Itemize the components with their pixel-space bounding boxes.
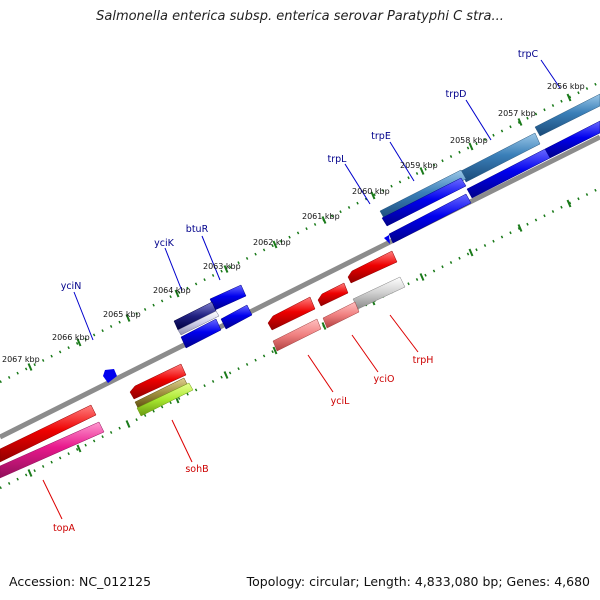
forward-label-leaders [73, 59, 561, 341]
reverse-strand [0, 250, 406, 479]
gene-yciO-pale[interactable] [322, 301, 360, 329]
label-trpH[interactable]: trpH [413, 355, 434, 366]
label-trpL[interactable]: trpL [328, 154, 348, 165]
genome-backbone [0, 134, 600, 440]
gene-trpH[interactable] [347, 250, 398, 284]
kbp-label: 2061 kbp [302, 212, 340, 221]
gene-btuR[interactable] [209, 284, 247, 311]
kbp-label: 2058 kbp [450, 136, 488, 145]
outer-major-tick [370, 191, 376, 200]
gene-btuR-2[interactable] [220, 304, 253, 330]
label-trpD[interactable]: trpD [446, 89, 467, 100]
kbp-label: 2064 kbp [153, 286, 191, 295]
kbp-label: 2056 kbp [547, 82, 585, 91]
outer-major-tick [76, 338, 82, 347]
label-sohB[interactable]: sohB [185, 464, 208, 475]
kbp-scale-labels: 2056 kbp 2057 kbp 2058 kbp 2059 kbp 2060… [2, 82, 585, 364]
reverse-label-leaders [42, 314, 419, 520]
kbp-label: 2063 kbp [203, 262, 241, 271]
kbp-label: 2065 kbp [103, 310, 141, 319]
genome-summary: Topology: circular; Length: 4,833,080 bp… [246, 574, 590, 589]
gene-sohB-lime[interactable] [136, 382, 194, 417]
label-yciO[interactable]: yciO [374, 374, 395, 385]
outer-major-tick [468, 142, 474, 151]
label-yciK[interactable]: yciK [154, 238, 174, 249]
kbp-label: 2067 kbp [2, 355, 40, 364]
kbp-label: 2059 kbp [400, 161, 438, 170]
outer-major-tick [27, 363, 33, 371]
label-trpE[interactable]: trpE [371, 131, 391, 142]
label-topA[interactable]: topA [53, 523, 76, 534]
inner-major-tick [517, 224, 523, 232]
gene-yciL-pale[interactable] [272, 318, 322, 352]
inner-major-tick [76, 444, 82, 453]
outer-major-tick [566, 93, 572, 102]
gene-trpD-lower[interactable] [388, 193, 472, 244]
gene-trpE-cds[interactable] [381, 177, 467, 227]
outer-major-tick [272, 240, 278, 249]
inner-major-tick [272, 346, 278, 355]
gene-trpC[interactable] [534, 93, 600, 137]
outer-major-tick [174, 289, 180, 298]
map-title: Salmonella enterica subsp. enterica sero… [96, 9, 504, 24]
gene-yciK-pale[interactable] [177, 310, 220, 336]
gene-topA-pink[interactable] [0, 421, 105, 479]
forward-gene-labels: trpC trpD trpE trpL btuR yciK yciN [61, 49, 539, 292]
inner-major-tick [566, 199, 572, 208]
gene-sohB[interactable] [129, 363, 187, 400]
kbp-label: 2057 kbp [498, 109, 536, 118]
outer-major-tick [419, 167, 425, 175]
label-yciL[interactable]: yciL [331, 396, 350, 407]
kbp-label: 2060 kbp [352, 187, 390, 196]
forward-strand [103, 93, 600, 383]
inner-major-tick [321, 322, 327, 330]
gene-yciL[interactable] [267, 296, 316, 331]
gene-yciO[interactable] [317, 282, 349, 307]
accession-label: Accession: NC_012125 [9, 574, 152, 589]
reverse-gene-labels: trpH yciO yciL sohB topA [53, 355, 433, 534]
inner-major-tick [468, 248, 474, 257]
label-yciN[interactable]: yciN [61, 281, 82, 292]
label-btuR[interactable]: btuR [186, 224, 209, 235]
label-trpC[interactable]: trpC [518, 49, 539, 60]
outer-major-tick [321, 216, 327, 224]
gene-trpL[interactable] [384, 235, 390, 244]
inner-major-tick [27, 469, 33, 477]
inner-major-tick [125, 420, 131, 428]
gene-topA[interactable] [0, 404, 97, 463]
gene-yciK-cds[interactable] [180, 318, 222, 349]
outer-major-tick [223, 265, 229, 273]
kbp-label: 2062 kbp [253, 238, 291, 247]
gene-trpH-pale[interactable] [352, 276, 406, 310]
gene-trpD-cds[interactable] [466, 148, 551, 199]
inner-major-tick [223, 371, 229, 379]
gene-yciN[interactable] [103, 369, 117, 383]
outer-major-tick [517, 118, 523, 126]
outer-major-tick [125, 314, 131, 322]
kbp-label: 2066 kbp [52, 333, 90, 342]
inner-major-tick [419, 273, 425, 281]
